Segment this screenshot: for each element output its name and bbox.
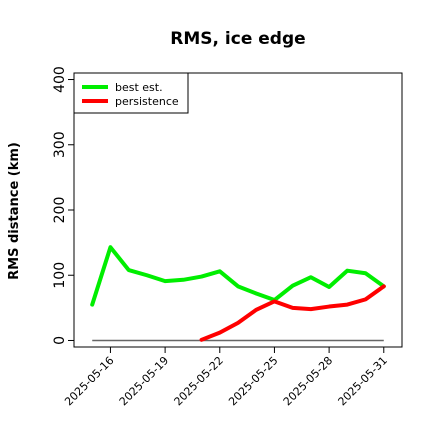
legend-label-best-est: best est. bbox=[115, 81, 163, 94]
y-axis-label: RMS distance (km) bbox=[7, 142, 22, 280]
series-layer bbox=[90, 245, 386, 342]
series-line-persistence bbox=[199, 284, 386, 342]
x-tick-label: 2025-05-25 bbox=[226, 354, 280, 408]
legend-box bbox=[73, 72, 189, 114]
y-tick-label: 300 bbox=[52, 131, 68, 158]
y-tick-label: 100 bbox=[52, 262, 68, 289]
x-tick-label: 2025-05-28 bbox=[281, 354, 335, 408]
y-tick-label: 200 bbox=[52, 197, 68, 224]
plot-frame bbox=[73, 72, 403, 348]
x-axis: 2025-05-16 2025-05-19 2025-05-22 2025-05-25… bbox=[62, 347, 390, 408]
series-line-best-est bbox=[90, 245, 386, 307]
chart-title: RMS, ice edge bbox=[170, 29, 305, 49]
y-tick-label: 400 bbox=[52, 66, 68, 93]
y-tick-label: 0 bbox=[52, 336, 68, 345]
x-tick-label: 2025-05-22 bbox=[171, 354, 225, 408]
y-axis: 0 100 200 300 400 bbox=[52, 66, 74, 345]
x-tick-label: 2025-05-31 bbox=[335, 354, 389, 408]
legend-label-persistence: persistence bbox=[115, 95, 179, 108]
legend: best est. persistence bbox=[73, 72, 189, 114]
x-tick-label: 2025-05-19 bbox=[117, 354, 171, 408]
x-tick-label: 2025-05-16 bbox=[62, 354, 116, 408]
